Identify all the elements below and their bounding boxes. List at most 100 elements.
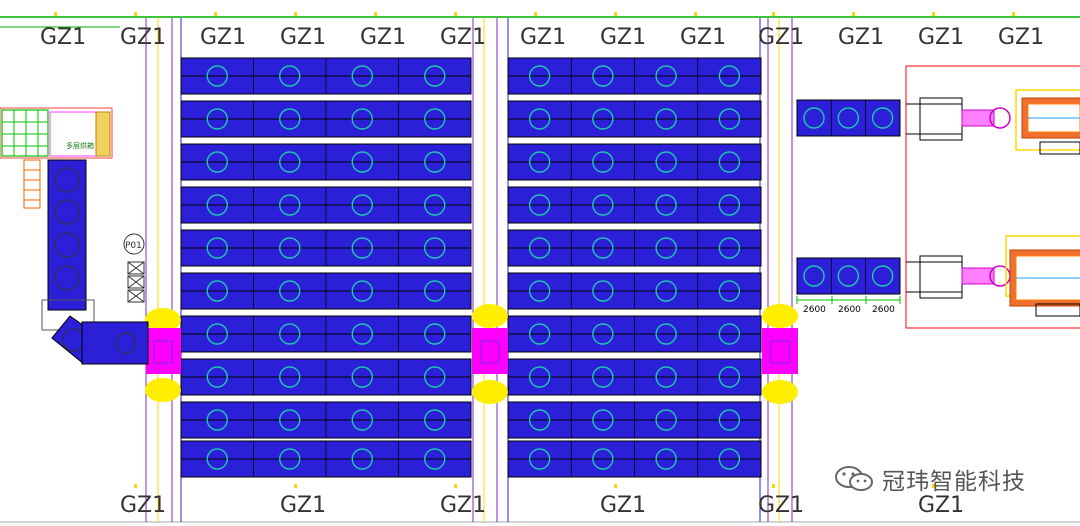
watermark-text: 冠玮智能科技 — [882, 469, 1026, 495]
dimension-label-1: 2600 — [803, 305, 826, 315]
output-conveyor-top — [796, 99, 901, 137]
dimension-label-2: 2600 — [838, 305, 861, 315]
roller-icon — [655, 65, 677, 87]
roller-icon — [528, 366, 551, 388]
conveyor-row — [507, 186, 762, 224]
roller-icon — [655, 194, 677, 216]
conveyor-row — [507, 315, 762, 353]
grid-label-top: GZ1 — [998, 25, 1044, 50]
roller-icon — [528, 237, 551, 259]
roller-icon — [351, 280, 373, 302]
conveyor-row — [507, 440, 762, 478]
oven-machine-icon-2 — [906, 235, 1080, 317]
roller-icon — [279, 280, 301, 302]
conveyor-row — [507, 229, 762, 267]
transfer-cart-2 — [472, 304, 508, 404]
left-feed-line: 多层烘箱 — [0, 107, 149, 365]
conveyor-row — [507, 143, 762, 181]
wechat-logo-icon — [835, 466, 873, 491]
roller-icon — [424, 448, 446, 470]
transfer-cart-3 — [762, 304, 798, 404]
roller-icon — [206, 366, 228, 388]
roller-icon — [351, 65, 373, 87]
roller-icon — [592, 323, 614, 345]
pallet-station: P01 — [123, 233, 145, 303]
conveyor-row — [180, 57, 472, 95]
roller-icon — [803, 107, 825, 129]
roller-icon — [528, 194, 551, 216]
roller-icon — [351, 151, 373, 173]
roller-icon — [206, 194, 228, 216]
roller-icon — [655, 409, 677, 431]
grid-label-top: GZ1 — [758, 25, 804, 50]
roller-icon — [206, 323, 228, 345]
roller-icon — [351, 448, 373, 470]
roller-icon — [655, 323, 677, 345]
roller-icon — [528, 151, 551, 173]
roller-icon — [528, 448, 551, 470]
roller-icon — [592, 409, 614, 431]
roller-icon — [592, 108, 614, 130]
roller-icon — [528, 108, 551, 130]
roller-icon — [424, 151, 446, 173]
roller-icon — [424, 194, 446, 216]
oven-machine-icon — [906, 89, 1080, 155]
roller-icon — [279, 448, 301, 470]
roller-icon — [718, 194, 741, 216]
roller-icon — [592, 280, 614, 302]
roller-icon — [206, 108, 228, 130]
grid-label-top: GZ1 — [680, 25, 726, 50]
roller-icon — [206, 409, 228, 431]
grid-label-bottom: GZ1 — [600, 493, 646, 518]
roller-icon — [837, 107, 859, 129]
roller-icon — [871, 265, 894, 287]
roller-icon — [279, 237, 301, 259]
grid-label-top: GZ1 — [600, 25, 646, 50]
roller-icon — [206, 237, 228, 259]
roller-icon — [279, 366, 301, 388]
roller-icon — [206, 280, 228, 302]
roller-icon — [206, 151, 228, 173]
roller-icon — [528, 409, 551, 431]
right-equipment-frame — [905, 65, 1080, 329]
conveyor-row — [180, 401, 472, 439]
roller-icon — [592, 448, 614, 470]
roller-icon — [528, 323, 551, 345]
grid-label-top: GZ1 — [280, 25, 326, 50]
roller-icon — [424, 237, 446, 259]
roller-icon — [424, 108, 446, 130]
conveyor-row — [180, 229, 472, 267]
conveyor-row — [180, 440, 472, 478]
conveyor-row — [180, 358, 472, 396]
roller-icon — [279, 151, 301, 173]
roller-icon — [351, 237, 373, 259]
roller-icon — [655, 280, 677, 302]
roller-icon — [206, 65, 228, 87]
roller-icon — [351, 323, 373, 345]
conveyor-row — [507, 358, 762, 396]
roller-icon — [655, 448, 677, 470]
roller-icon — [655, 366, 677, 388]
grid-label-bottom: GZ1 — [280, 493, 326, 518]
roller-icon — [655, 108, 677, 130]
transfer-cart-1 — [145, 308, 181, 402]
roller-icon — [279, 409, 301, 431]
roller-icon — [592, 366, 614, 388]
roller-icon — [718, 65, 741, 87]
conveyor-row — [507, 272, 762, 310]
grid-label-bottom: GZ1 — [918, 493, 964, 518]
conveyor-block-middle — [507, 57, 762, 478]
roller-icon — [718, 280, 741, 302]
conveyor-row — [507, 100, 762, 138]
top-grid-labels: GZ1 GZ1 GZ1 GZ1 GZ1 GZ1 GZ1 GZ1 GZ1 GZ1 GZ1 GZ1 GZ1 — [40, 12, 1044, 50]
roller-icon — [718, 409, 741, 431]
roller-icon — [655, 151, 677, 173]
dimension-line: 2600 2600 2600 — [796, 296, 901, 315]
output-conveyor-bottom — [796, 257, 901, 295]
roller-icon — [592, 194, 614, 216]
roller-icon — [592, 237, 614, 259]
roller-icon — [351, 108, 373, 130]
roller-icon — [718, 323, 741, 345]
